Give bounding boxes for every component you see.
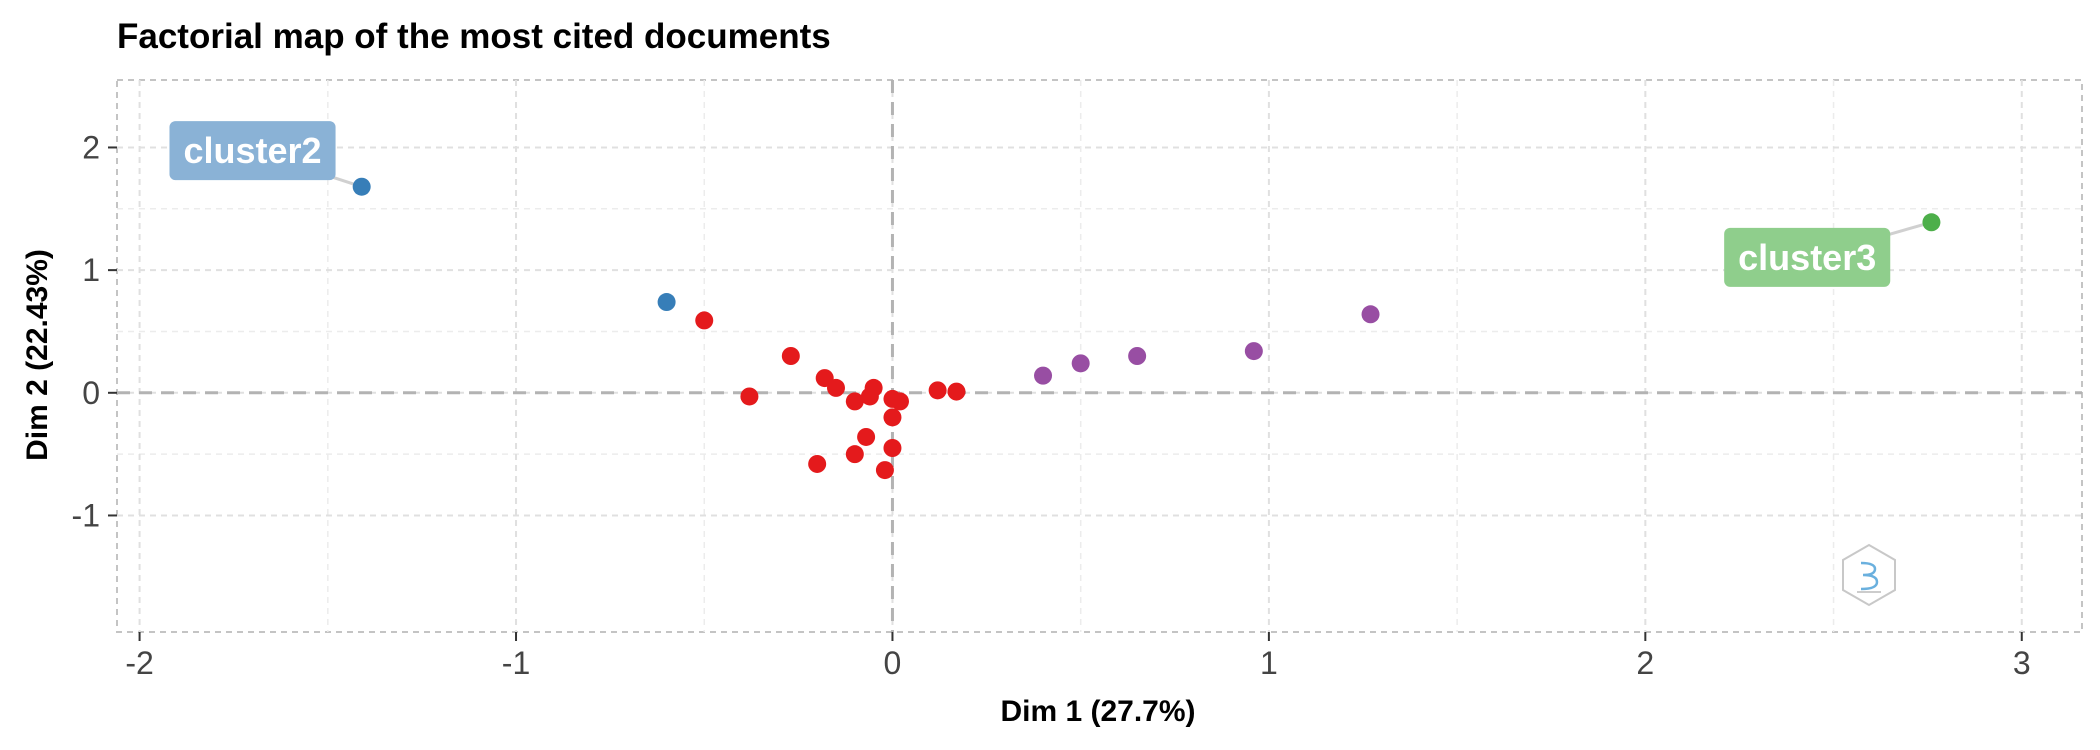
plot-panel [116, 79, 2083, 633]
chart-title: Factorial map of the most cited document… [117, 17, 831, 56]
y-tick-label: 1 [82, 252, 100, 288]
x-tick-label: 1 [1260, 645, 1278, 681]
x-axis-title: Dim 1 (27.7%) [1000, 695, 1195, 728]
cluster1-point [845, 392, 864, 411]
cluster1-point [883, 439, 902, 457]
cluster1-point [928, 381, 947, 400]
cluster1-point [781, 347, 800, 365]
cluster4-point [1361, 305, 1380, 324]
cluster1-point [860, 387, 879, 406]
y-tick-label: 0 [82, 375, 100, 411]
cluster1-point [890, 392, 909, 411]
y-tick-label: -1 [72, 497, 100, 533]
cluster1-point [947, 382, 966, 401]
cluster1-point [695, 311, 714, 330]
cluster2-point [657, 293, 676, 312]
x-tick-label: 0 [884, 645, 902, 681]
cluster4-point [1034, 366, 1053, 385]
data-points [352, 177, 1941, 480]
x-tick-label: 3 [2013, 645, 2031, 681]
cluster4-point [1071, 354, 1090, 373]
cluster3-label-text: cluster3 [1738, 237, 1876, 278]
cluster4-point [1244, 342, 1263, 361]
y-axis-title: Dim 2 (22.43%) [21, 249, 54, 461]
cluster1-point [857, 427, 876, 446]
y-tick-label: 2 [82, 129, 100, 165]
reference-lines [117, 80, 2082, 632]
cluster3-point [1922, 213, 1941, 232]
cluster1-point [826, 378, 845, 397]
axis-ticks: -2 -1 0 1 2 3 -1 0 1 2 [72, 129, 2031, 681]
cluster1-point [845, 445, 864, 464]
cluster2-label: cluster2 [169, 121, 336, 181]
cluster2-label-box [169, 121, 336, 181]
logo-glyph [1860, 561, 1879, 591]
cluster1-point [875, 461, 894, 480]
x-tick-label: 2 [1636, 645, 1654, 681]
cluster3-label: cluster3 [1724, 227, 1891, 287]
cluster-labels: cluster2 cluster3 [169, 121, 1891, 287]
cluster1-point [808, 454, 827, 473]
cluster1-point [883, 408, 902, 427]
cluster2-point [352, 177, 371, 196]
cluster1-point [740, 387, 759, 406]
bibliometrix-logo [1842, 543, 1896, 607]
x-tick-label: -1 [502, 645, 530, 681]
cluster3-label-box [1724, 227, 1891, 287]
cluster2-label-text: cluster2 [183, 130, 321, 171]
cluster4-point [1128, 347, 1147, 365]
x-tick-label: -2 [125, 645, 153, 681]
